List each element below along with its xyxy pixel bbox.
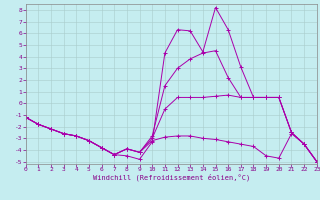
X-axis label: Windchill (Refroidissement éolien,°C): Windchill (Refroidissement éolien,°C) <box>92 174 250 181</box>
